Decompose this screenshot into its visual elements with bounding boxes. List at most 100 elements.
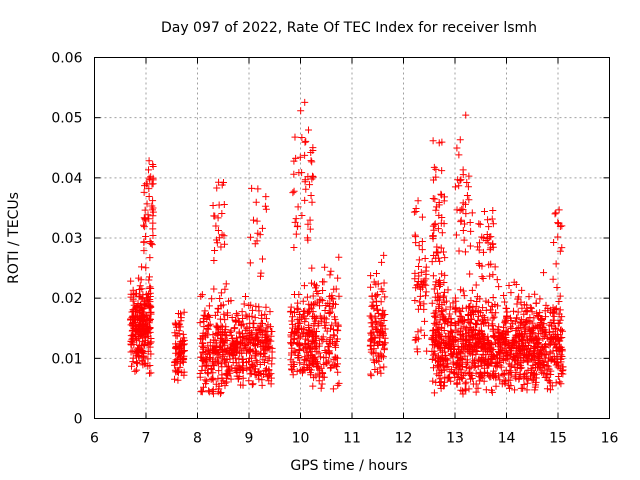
data-point: [456, 361, 464, 369]
data-point: [438, 167, 446, 175]
data-point: [320, 373, 328, 381]
data-point: [227, 375, 235, 383]
data-point: [505, 281, 513, 289]
data-point: [558, 244, 566, 252]
data-point: [127, 277, 135, 285]
data-point: [551, 210, 559, 218]
data-point: [472, 281, 480, 289]
data-point: [329, 300, 337, 308]
data-point: [142, 233, 150, 241]
data-point: [296, 153, 304, 161]
data-point: [439, 307, 447, 315]
data-point: [491, 340, 499, 348]
data-point: [180, 308, 188, 316]
data-point: [462, 360, 470, 368]
data-point: [253, 333, 261, 341]
data-point: [292, 230, 300, 238]
data-point: [198, 353, 206, 361]
data-point: [449, 358, 457, 366]
data-point: [466, 323, 474, 331]
data-point: [373, 325, 381, 333]
data-point: [456, 136, 464, 144]
data-point: [310, 336, 318, 344]
data-point: [146, 289, 154, 297]
data-point: [543, 385, 551, 393]
data-point: [459, 356, 467, 364]
data-point: [464, 358, 472, 366]
data-point: [459, 171, 467, 179]
data-point: [310, 374, 318, 382]
data-point: [490, 313, 498, 321]
data-point: [552, 260, 560, 268]
data-point: [179, 347, 187, 355]
data-point: [463, 191, 471, 199]
data-point: [377, 298, 385, 306]
data-point: [316, 302, 324, 310]
data-point: [334, 368, 342, 376]
data-point: [127, 362, 135, 370]
data-point: [140, 221, 148, 229]
data-point: [196, 319, 204, 327]
data-point: [320, 278, 328, 286]
data-point: [540, 320, 548, 328]
data-point: [245, 377, 253, 385]
data-point: [477, 320, 485, 328]
data-point: [141, 182, 149, 190]
data-point: [441, 271, 449, 279]
data-point: [434, 362, 442, 370]
data-point: [149, 208, 157, 216]
data-point: [261, 202, 269, 210]
data-point: [459, 199, 467, 207]
data-point: [202, 333, 210, 341]
data-point: [149, 180, 157, 188]
data-point: [326, 364, 334, 372]
data-point: [435, 201, 443, 209]
data-point: [127, 321, 135, 329]
data-point: [555, 206, 563, 214]
data-point: [512, 349, 520, 357]
data-point: [239, 358, 247, 366]
data-point: [258, 314, 266, 322]
data-point: [530, 343, 538, 351]
data-point: [518, 286, 526, 294]
data-point: [439, 248, 447, 256]
data-point: [213, 239, 221, 247]
data-point: [327, 308, 335, 316]
data-point: [328, 321, 336, 329]
data-point: [449, 332, 457, 340]
data-point: [556, 378, 564, 386]
data-point: [301, 178, 309, 186]
data-point: [441, 339, 449, 347]
data-point: [262, 324, 270, 332]
data-point: [228, 313, 236, 321]
data-point: [452, 297, 460, 305]
data-point: [267, 332, 275, 340]
data-point: [515, 353, 523, 361]
data-point: [524, 358, 532, 366]
data-point: [133, 313, 141, 321]
data-point: [319, 369, 327, 377]
data-point: [144, 296, 152, 304]
data-point: [514, 295, 522, 303]
data-point: [222, 358, 230, 366]
data-point: [550, 312, 558, 320]
data-point: [174, 310, 182, 318]
data-point: [294, 203, 302, 211]
data-point: [507, 368, 515, 376]
data-point: [139, 316, 147, 324]
data-point: [136, 301, 144, 309]
data-point: [147, 334, 155, 342]
data-point: [418, 246, 426, 254]
data-point: [447, 377, 455, 385]
data-point: [138, 263, 146, 271]
data-point: [453, 206, 461, 214]
data-point: [298, 211, 306, 219]
data-point: [517, 348, 525, 356]
data-point: [524, 375, 532, 383]
data-point: [252, 348, 260, 356]
data-point: [413, 281, 421, 289]
data-point: [524, 317, 532, 325]
data-point: [556, 306, 564, 314]
data-point: [476, 220, 484, 228]
data-point: [217, 334, 225, 342]
